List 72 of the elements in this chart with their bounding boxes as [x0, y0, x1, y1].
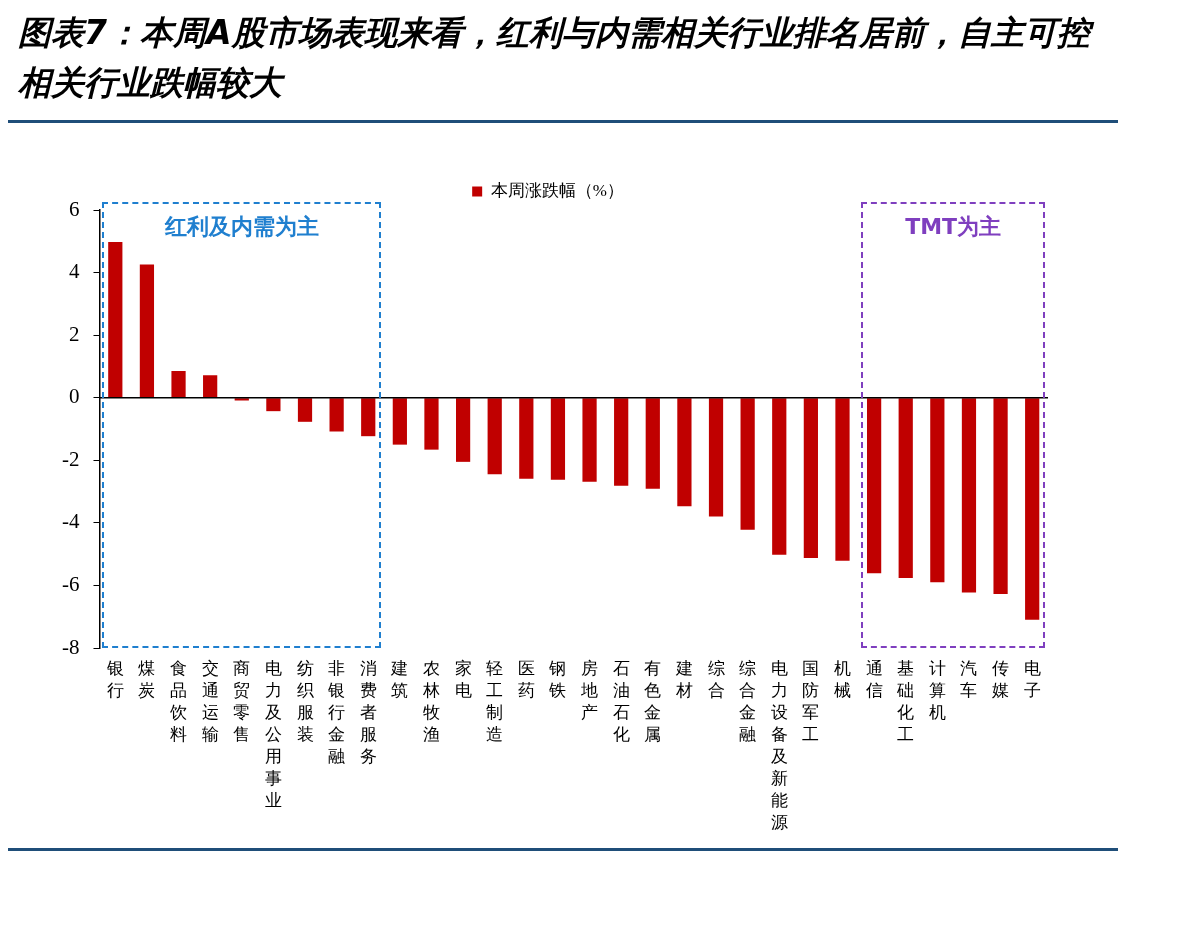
- legend-label: 本周涨跌幅（%）: [490, 180, 624, 200]
- x-tick-label: 家电: [453, 658, 473, 702]
- x-tick-label: 电力设备及新能源: [769, 658, 789, 834]
- bar: [329, 398, 344, 432]
- x-tick-label: 纺织服装: [295, 658, 315, 746]
- x-tick-label: 建筑: [390, 658, 410, 702]
- x-tick-label: 商贸零售: [232, 658, 252, 746]
- x-tick-label: 建材: [674, 658, 694, 702]
- x-tick-label: 轻工制造: [485, 658, 505, 746]
- bar: [614, 398, 629, 486]
- bar: [108, 241, 123, 398]
- x-tick-label: 机械: [833, 658, 852, 702]
- bar: [645, 398, 660, 489]
- bar: [803, 398, 818, 558]
- y-tick-label: 0: [68, 384, 80, 409]
- bar: [455, 398, 471, 462]
- y-tick-label: -8: [61, 634, 80, 659]
- chart-title: 图表7：本周A股市场表现来看，红利与内需相关行业排名居前，自主可控相关行业跌幅较大: [17, 12, 1096, 104]
- bar: [392, 398, 407, 445]
- bar: [171, 371, 186, 398]
- x-tick-label: 非银行金融: [327, 658, 347, 768]
- bar: [424, 398, 439, 450]
- x-tick-label: 交通运输: [200, 658, 220, 746]
- y-tick-label: -6: [61, 571, 80, 596]
- x-tick-label: 消费者服务: [358, 658, 378, 768]
- x-tick-label: 煤炭: [137, 658, 157, 702]
- x-tick-label: 银行: [105, 658, 125, 702]
- x-tick-label: 电子: [1022, 658, 1042, 702]
- annotation: 红利及内需为主: [163, 213, 320, 241]
- bar: [835, 398, 850, 561]
- y-tick-label: 2: [68, 321, 80, 346]
- x-tick-label: 国防军工: [801, 658, 821, 746]
- bar: [677, 398, 692, 507]
- x-tick-label: 石油石化: [611, 658, 631, 746]
- bar: [139, 264, 155, 398]
- x-tick-label: 计算机: [927, 658, 947, 724]
- x-tick-label: 农林牧渔: [421, 658, 441, 746]
- bar: [898, 398, 913, 578]
- x-tick-label: 综合金融: [738, 658, 758, 746]
- x-tick-label: 有色金属: [643, 658, 663, 746]
- bar: [930, 398, 945, 583]
- bar: [708, 398, 724, 517]
- bar: [550, 398, 566, 480]
- annotation: TMT为主: [904, 213, 1003, 241]
- x-tick-label: 医药: [516, 658, 536, 702]
- bar: [1025, 398, 1040, 620]
- x-tick-label: 汽车: [959, 658, 979, 702]
- bar: [582, 398, 597, 482]
- x-tick-label: 食品饮料: [169, 658, 189, 746]
- bar: [487, 398, 502, 475]
- bar: [740, 398, 755, 530]
- x-tick-label: 传媒: [991, 658, 1011, 702]
- bar: [961, 398, 977, 593]
- bar: [519, 398, 534, 479]
- x-tick-label: 综合: [706, 658, 726, 702]
- bar: [866, 398, 882, 574]
- y-tick-label: -2: [61, 446, 80, 471]
- y-tick-label: 4: [68, 259, 80, 284]
- bar: [234, 398, 249, 401]
- bar: [266, 398, 281, 412]
- bar: [297, 398, 313, 422]
- bar: [772, 398, 787, 555]
- y-tick-label: 6: [68, 196, 80, 221]
- x-tick-label: 基础化工: [896, 658, 916, 746]
- bar: [361, 398, 376, 437]
- x-tick-label: 通信: [864, 658, 884, 702]
- x-tick-label: 电力及公用事业: [263, 658, 283, 812]
- y-tick-label: -4: [61, 509, 80, 534]
- x-tick-label: 房地产: [580, 658, 600, 724]
- bar: [993, 398, 1008, 594]
- bar: [203, 375, 218, 398]
- x-tick-label: 钢铁: [548, 658, 568, 702]
